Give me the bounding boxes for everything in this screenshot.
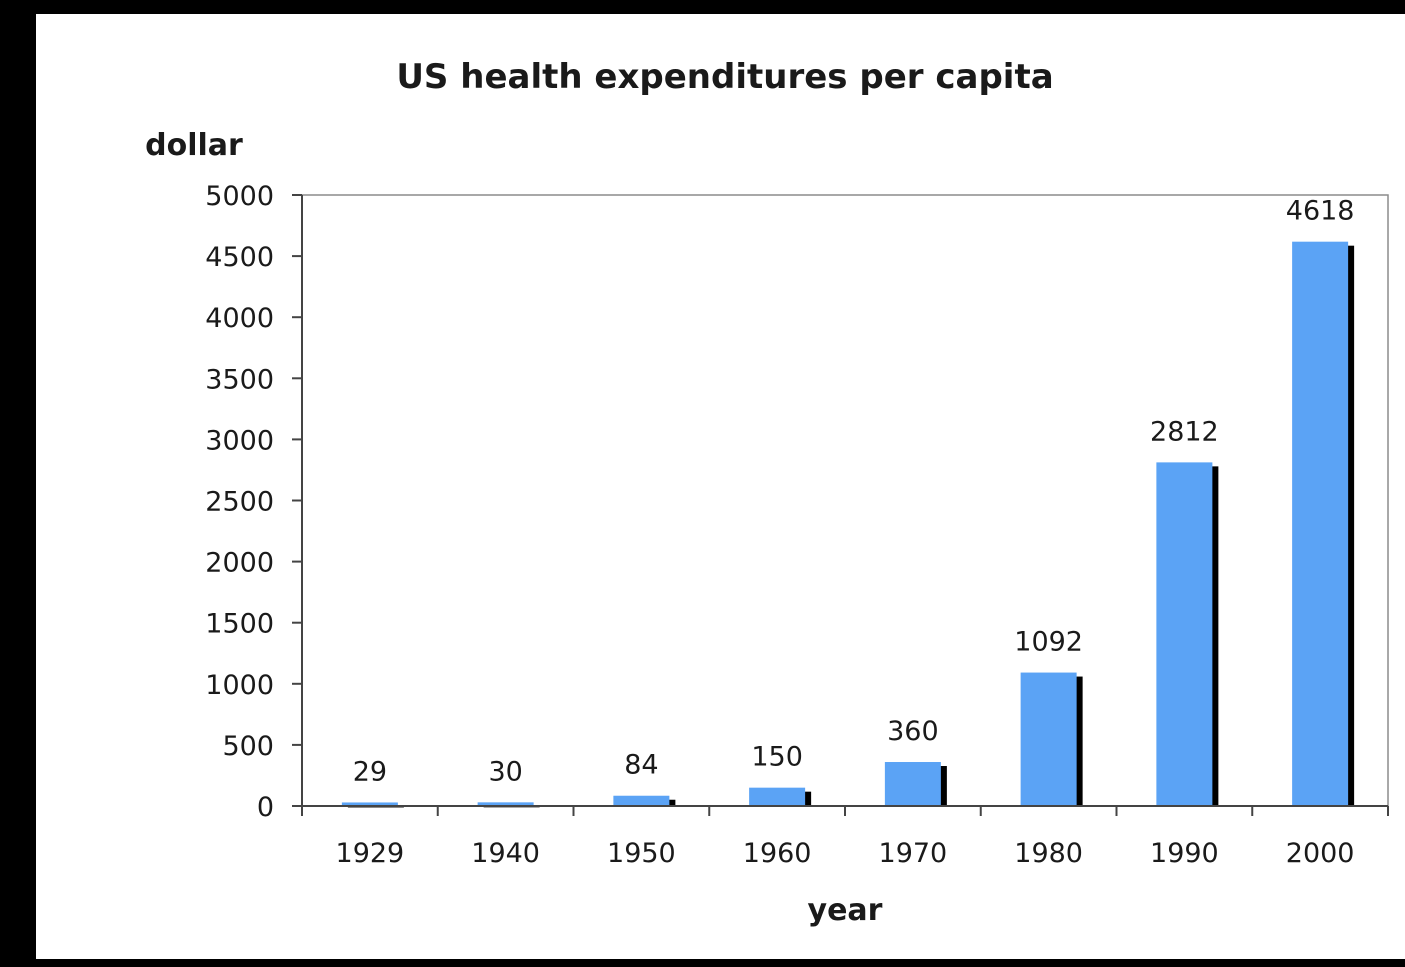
plot-area: 0 500 1000 1500 2000 2500 3000 3500 4000 4500 5000… xyxy=(205,181,1389,869)
y-tick-label: 4500 xyxy=(205,242,274,273)
x-tick-label: 2000 xyxy=(1286,838,1355,869)
y-tick-label: 1500 xyxy=(205,609,274,640)
chart-title: US health expenditures per capita xyxy=(396,57,1053,97)
x-tick-label: 1980 xyxy=(1014,838,1083,869)
bar xyxy=(1020,672,1077,806)
bar xyxy=(1292,241,1349,806)
y-tick-label: 3500 xyxy=(205,364,274,395)
bar xyxy=(884,762,941,806)
x-tick-label: 1950 xyxy=(607,838,676,869)
y-tick-label: 4000 xyxy=(205,303,274,334)
data-label: 84 xyxy=(624,750,658,781)
bar xyxy=(749,787,806,806)
y-tick-label: 0 xyxy=(257,792,274,823)
y-tick-label: 5000 xyxy=(205,181,274,212)
data-label: 29 xyxy=(353,756,387,787)
plot-border xyxy=(301,194,1389,807)
data-label: 360 xyxy=(887,716,939,747)
data-label: 2812 xyxy=(1150,416,1219,447)
bar xyxy=(477,802,534,806)
data-label: 4618 xyxy=(1286,196,1355,227)
data-label: 1092 xyxy=(1014,627,1083,658)
bar xyxy=(1156,462,1213,806)
y-tick-label: 2000 xyxy=(205,548,274,579)
x-tick-label: 1940 xyxy=(471,838,540,869)
x-tick-label: 1960 xyxy=(743,838,812,869)
data-label: 30 xyxy=(488,756,522,787)
x-tick-label: 1929 xyxy=(336,838,405,869)
x-tick-label: 1970 xyxy=(879,838,948,869)
y-tick-label: 1000 xyxy=(205,670,274,701)
data-label: 150 xyxy=(751,742,803,773)
bar xyxy=(613,795,670,806)
x-tick-label: 1990 xyxy=(1150,838,1219,869)
y-tick-label: 2500 xyxy=(205,487,274,518)
y-axis-title: dollar xyxy=(145,128,243,163)
y-tick-label: 500 xyxy=(222,731,274,762)
y-tick-label: 3000 xyxy=(205,425,274,456)
bar xyxy=(341,802,398,806)
x-axis-title: year xyxy=(808,893,883,928)
